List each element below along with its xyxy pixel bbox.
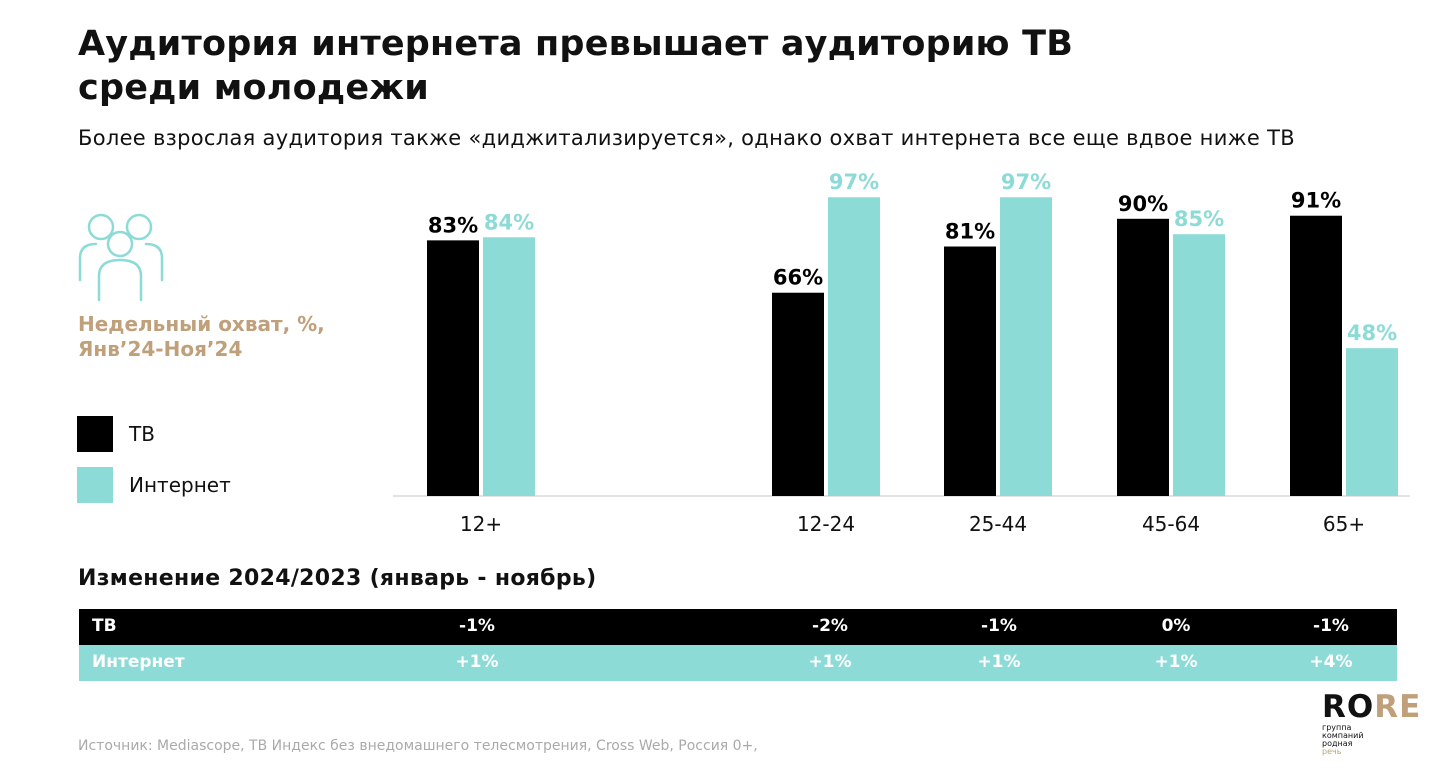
bar-internet: [483, 237, 535, 496]
change-cell: +1%: [977, 652, 1021, 672]
change-cell: 0%: [1161, 616, 1191, 636]
logo-tagline-line: компаний: [1322, 731, 1364, 740]
title-line-1: Аудитория интернета превышает аудиторию …: [78, 24, 1074, 64]
x-tick-label: 45-64: [1142, 512, 1200, 536]
logo-main: RO: [1322, 689, 1375, 725]
logo-accent: RE: [1374, 689, 1422, 725]
reach-label-line-1: Недельный охват, %,: [78, 312, 325, 336]
legend-item-tv: ТВ: [77, 416, 155, 452]
change-cell: +1%: [808, 652, 852, 672]
bar-tv: [944, 246, 996, 496]
data-label-internet: 84%: [484, 210, 534, 234]
data-label-tv: 90%: [1118, 192, 1168, 216]
change-row-label: Интернет: [92, 652, 185, 672]
bar-internet: [1000, 197, 1052, 497]
change-cell: +4%: [1309, 652, 1353, 672]
x-tick-label: 12+: [460, 512, 502, 536]
bar-tv: [1290, 215, 1342, 496]
data-label-internet: 97%: [829, 170, 879, 194]
change-cell: +1%: [455, 652, 499, 672]
change-cell: +1%: [1154, 652, 1198, 672]
title-line-2: среди молодежи: [78, 68, 430, 108]
bar-internet: [1173, 234, 1225, 496]
change-cell: -1%: [1313, 616, 1349, 636]
data-label-tv: 81%: [945, 220, 995, 244]
data-label-tv: 66%: [773, 266, 823, 290]
bar-internet: [1346, 348, 1398, 496]
change-row-tv: ТВ -1% -2% -1% 0% -1%: [79, 609, 1397, 645]
bar-chart: 83% 84% 12+ 66% 97% 12-24 81% 97% 25-44 90%85% 45-…: [393, 170, 1410, 536]
data-label-tv: 91%: [1291, 189, 1341, 213]
reach-label: Недельный охват, %, Янв’24-Ноя’24: [78, 312, 325, 362]
bar-tv: [427, 240, 479, 496]
legend-label-internet: Интернет: [129, 473, 231, 497]
logo-tagline-line: группа: [1322, 723, 1352, 732]
change-table: ТВ -1% -2% -1% 0% -1% Интернет +1% +1% +…: [79, 609, 1397, 681]
logo-tagline: группа компаний родная речь: [1322, 724, 1421, 756]
bar-internet: [828, 197, 880, 497]
legend-label-tv: ТВ: [129, 422, 155, 446]
x-tick-label: 12-24: [797, 512, 855, 536]
legend-item-internet: Интернет: [77, 467, 231, 503]
data-label-internet: 97%: [1001, 170, 1051, 194]
logo-tagline-line: родная: [1322, 739, 1353, 748]
legend-swatch-tv: [77, 416, 113, 452]
page-subtitle: Более взрослая аудитория также «диджитал…: [78, 126, 1295, 150]
change-row-label: ТВ: [92, 616, 117, 636]
change-cell: -1%: [981, 616, 1017, 636]
source-note: Источник: Mediascope, ТВ Индекс без внед…: [78, 738, 758, 754]
logo-tagline-line: речь: [1322, 747, 1342, 756]
change-cell: -2%: [812, 616, 848, 636]
company-logo: RORE группа компаний родная речь: [1322, 690, 1421, 756]
change-row-internet: Интернет +1% +1% +1% +1% +4%: [79, 645, 1397, 681]
change-table-title: Изменение 2024/2023 (январь - ноябрь): [78, 566, 597, 591]
bar-tv: [1117, 218, 1169, 497]
data-label-internet: 85%: [1174, 207, 1224, 231]
logo-wordmark: RORE: [1322, 690, 1421, 724]
x-tick-label: 65+: [1323, 512, 1365, 536]
change-cell: -1%: [459, 616, 495, 636]
data-label-internet: 48%: [1347, 321, 1397, 345]
bar-tv: [772, 292, 824, 496]
x-tick-label: 25-44: [969, 512, 1027, 536]
data-label-tv: 83%: [428, 213, 478, 237]
legend-swatch-internet: [77, 467, 113, 503]
people-group-icon: [78, 213, 164, 302]
page-title: Аудитория интернета превышает аудиторию …: [78, 22, 1073, 110]
reach-label-line-2: Янв’24-Ноя’24: [78, 337, 243, 361]
